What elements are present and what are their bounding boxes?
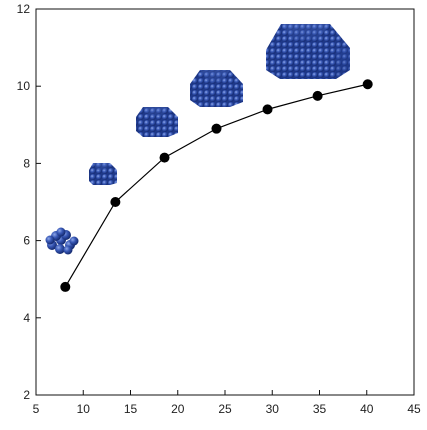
data-point (362, 79, 373, 90)
data-point (312, 90, 323, 101)
data-point (159, 152, 170, 163)
small-cluster-icon (45, 227, 79, 255)
cluster-size-3-icon (136, 107, 178, 137)
y-tick-label: 8 (23, 156, 30, 170)
x-tick-label: 30 (266, 402, 280, 416)
plot-frame (35, 8, 415, 396)
cluster-images (45, 24, 350, 255)
y-tick-label: 12 (17, 2, 31, 16)
x-tick-label: 25 (218, 402, 232, 416)
x-tick-label: 35 (313, 402, 327, 416)
y-axis: 2 4 6 8 10 12 (17, 2, 41, 402)
x-tick-label: 5 (33, 402, 40, 416)
x-tick-label: 40 (360, 402, 374, 416)
y-tick-label: 6 (23, 234, 30, 248)
x-tick-label: 20 (171, 402, 185, 416)
cluster-size-2-icon (89, 163, 117, 185)
cluster-size-4-icon (190, 70, 243, 107)
y-tick-label: 2 (23, 388, 30, 402)
y-tick-label: 10 (17, 79, 31, 93)
data-point (211, 123, 222, 134)
x-tick-label: 15 (124, 402, 138, 416)
x-tick-label: 45 (407, 402, 421, 416)
series-line (64, 83, 368, 288)
data-point (60, 281, 71, 292)
data-point (110, 197, 121, 207)
x-axis: 5 10 15 20 25 30 35 40 45 (33, 390, 421, 416)
data-point (262, 104, 273, 115)
y-tick-label: 4 (23, 311, 30, 325)
x-tick-label: 10 (77, 402, 91, 416)
data-series (60, 79, 373, 292)
large-cluster-icon (266, 24, 350, 79)
